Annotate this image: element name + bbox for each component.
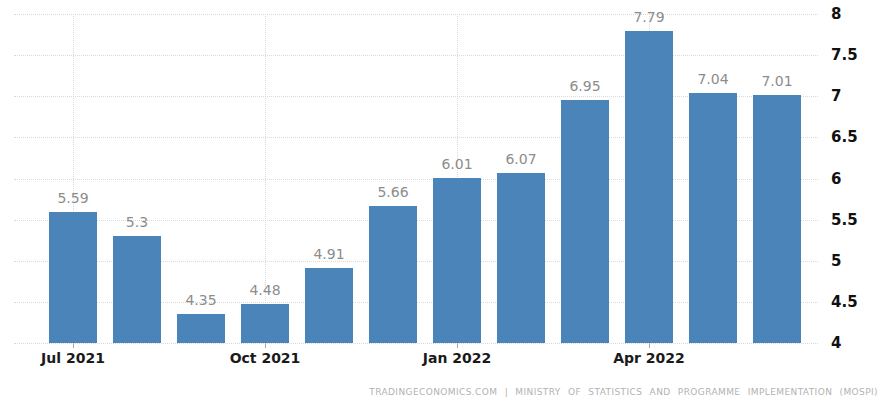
x-axis-tick-label: Jan 2022 (412, 350, 502, 367)
x-axis-tick-mark (457, 343, 458, 348)
y-axis-tick-label: 4 (831, 334, 841, 352)
bar[interactable] (369, 206, 417, 343)
bar[interactable] (561, 100, 609, 343)
y-axis-tick-label: 6.5 (831, 128, 858, 146)
bar-value-label: 6.01 (425, 156, 489, 173)
x-axis-tick-mark (265, 343, 266, 348)
horizontal-gridline (14, 343, 818, 344)
y-axis-tick-label: 4.5 (831, 293, 858, 311)
bar-value-label: 6.07 (489, 151, 553, 168)
horizontal-gridline (14, 55, 818, 56)
bar-value-label: 4.48 (233, 282, 297, 299)
bar[interactable] (433, 178, 481, 343)
x-axis-tick-label: Oct 2021 (220, 350, 310, 367)
bar-value-label: 5.59 (41, 190, 105, 207)
y-axis-tick-label: 5 (831, 252, 841, 270)
x-axis-tick-label: Apr 2022 (604, 350, 694, 367)
y-axis-tick-label: 8 (831, 5, 841, 23)
bar-value-label: 4.35 (169, 292, 233, 309)
x-axis-tick-mark (73, 343, 74, 348)
bar[interactable] (497, 173, 545, 343)
bar[interactable] (177, 314, 225, 343)
bar-value-label: 5.3 (105, 214, 169, 231)
bar-chart: 4 4.5 5 5.5 6 6.5 7 7.5 8 Jul 2021 Oct 2021 Jan 202… (0, 0, 885, 411)
y-axis-tick-label: 7 (831, 87, 841, 105)
bar-value-label: 7.01 (745, 73, 809, 90)
y-axis-tick-label: 5.5 (831, 211, 858, 229)
y-axis-tick-label: 6 (831, 170, 841, 188)
bar[interactable] (753, 95, 801, 343)
bar[interactable] (625, 31, 673, 343)
x-axis-tick-label: Jul 2021 (28, 350, 118, 367)
bar-value-label: 6.95 (553, 78, 617, 95)
bar-value-label: 4.91 (297, 246, 361, 263)
attribution-text: TRADINGECONOMICS.COM | MINISTRY OF STATI… (369, 387, 878, 397)
bar-value-label: 7.79 (617, 9, 681, 26)
bar-value-label: 7.04 (681, 71, 745, 88)
bar-value-label: 5.66 (361, 184, 425, 201)
bar[interactable] (305, 268, 353, 343)
horizontal-gridline (14, 14, 818, 15)
x-axis-tick-mark (649, 343, 650, 348)
y-axis-tick-label: 7.5 (831, 46, 858, 64)
bar[interactable] (113, 236, 161, 343)
bar[interactable] (241, 304, 289, 343)
bar[interactable] (689, 93, 737, 343)
bar[interactable] (49, 212, 97, 343)
